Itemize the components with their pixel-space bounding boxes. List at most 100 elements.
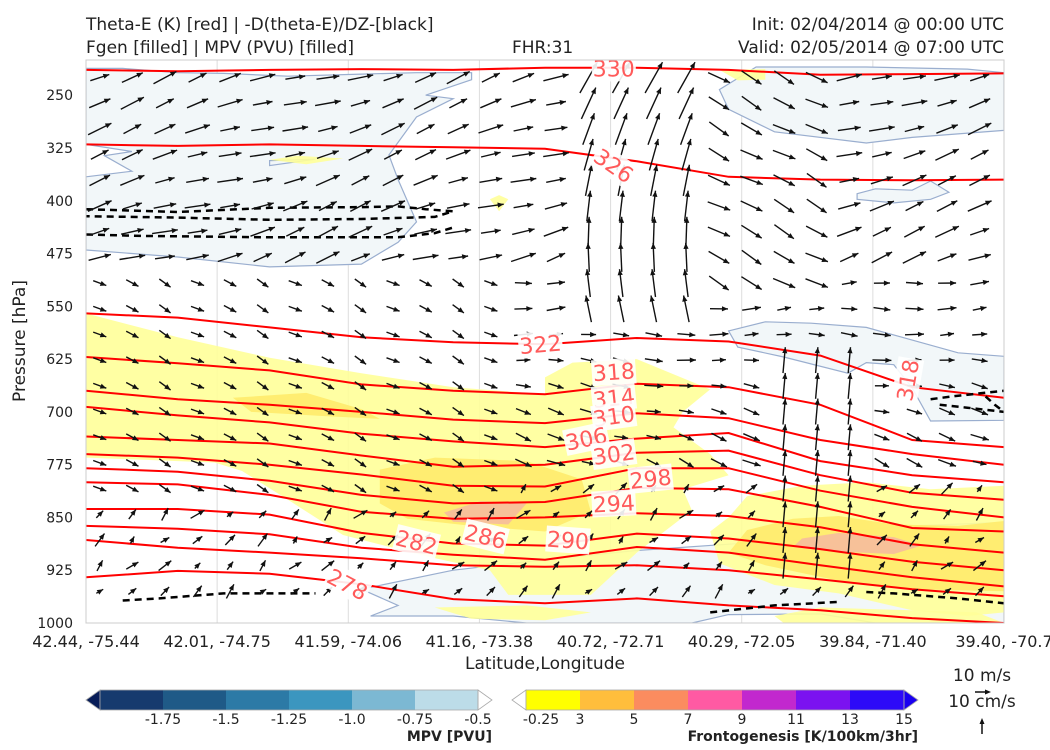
wind-vector <box>684 216 690 247</box>
wind-vector-head <box>262 281 269 288</box>
wind-vector <box>773 70 795 85</box>
wind-vector <box>547 407 565 416</box>
wind-vector-head <box>585 242 591 249</box>
wind-vector-head <box>587 533 594 540</box>
colorbar-tick-label: 13 <box>841 712 859 728</box>
wind-vector-head <box>457 410 464 416</box>
wind-vector <box>543 226 569 237</box>
wind-vector-head <box>788 154 796 160</box>
wind-vector <box>741 276 763 291</box>
wind-vector <box>125 279 139 288</box>
wind-vector-head <box>362 175 370 181</box>
wind-vector <box>872 357 892 363</box>
wind-vector <box>934 73 960 81</box>
wind-vector-head <box>269 151 276 157</box>
wind-vector-head <box>529 252 536 258</box>
theta-e-contour-314 <box>86 389 1004 466</box>
colorbar-swatch <box>580 690 635 710</box>
wind-vector-head <box>295 281 302 286</box>
wind-vector <box>386 485 400 492</box>
wind-vector <box>453 587 463 595</box>
wind-vector-head <box>916 201 924 207</box>
wind-vector <box>357 562 364 569</box>
wind-vector-head <box>948 383 955 389</box>
wind-vector <box>936 124 959 134</box>
wind-vector-head <box>390 561 396 568</box>
wind-vector-head <box>457 307 464 313</box>
wind-vector <box>814 552 820 579</box>
colorbar-extend-low <box>511 689 527 711</box>
colorbar-tick-label: 5 <box>630 712 639 728</box>
wind-vector <box>782 501 788 528</box>
wind-vector-head <box>981 410 988 415</box>
ddz-contour <box>866 590 1004 605</box>
wind-vector <box>484 305 498 312</box>
wind-vector <box>187 228 208 234</box>
wind-vector-head <box>235 151 242 157</box>
wind-vector <box>614 434 629 440</box>
wind-vector <box>876 534 888 546</box>
wind-vector-head <box>490 358 498 363</box>
theta-e-contour-298 <box>86 467 1004 533</box>
wind-vector <box>740 200 763 212</box>
wind-vector <box>316 74 340 80</box>
wind-vector <box>708 275 730 291</box>
wind-vector <box>88 253 112 261</box>
wind-vector-head <box>919 251 927 257</box>
wind-vector <box>413 96 438 110</box>
wind-vector-head <box>358 536 366 542</box>
wind-vector <box>451 561 465 570</box>
wind-vector <box>742 459 761 467</box>
theta-e-label: 322 <box>519 332 563 361</box>
wind-vector <box>584 164 594 197</box>
wind-vector-head <box>723 77 730 83</box>
wind-vector-head <box>884 227 891 233</box>
wind-vector <box>386 305 400 312</box>
wind-vector <box>681 138 692 171</box>
wind-vector <box>546 252 566 263</box>
wind-vector-head <box>651 537 659 543</box>
wind-vector <box>649 586 659 597</box>
wind-vector-head <box>201 228 208 234</box>
theta-e-label: 302 <box>591 440 636 471</box>
wind-vector <box>772 149 796 160</box>
wind-vector-head <box>919 175 927 180</box>
wind-vector-head <box>201 98 209 104</box>
wind-vector <box>160 536 170 544</box>
wind-vector-head <box>952 149 959 154</box>
wind-vector <box>291 508 300 520</box>
wind-vector-head <box>715 511 723 518</box>
wind-vector <box>351 175 370 186</box>
mpv-region <box>718 66 1004 144</box>
wind-vector <box>814 449 820 476</box>
colorbar-swatch <box>226 690 290 710</box>
wind-vector-head <box>202 253 209 259</box>
wind-vector-head <box>590 331 597 338</box>
wind-vector-head <box>461 176 468 182</box>
wind-vector <box>877 583 887 599</box>
wind-vector <box>419 407 433 416</box>
wind-vector-head <box>200 151 208 157</box>
y-tick-label: 475 <box>46 247 73 263</box>
wind-vector-head <box>855 73 862 79</box>
wind-vector-head <box>649 295 655 302</box>
theta-e-contour-310 <box>86 405 1004 484</box>
theta-e-label-background <box>590 357 637 387</box>
wind-vector <box>747 588 756 595</box>
wind-vector-head <box>103 98 111 104</box>
wind-vector-head <box>262 358 269 365</box>
wind-vector <box>836 226 862 237</box>
wind-vector <box>218 227 242 236</box>
wind-vector <box>317 225 339 238</box>
wind-vector <box>123 123 142 135</box>
wind-vector <box>220 202 241 209</box>
fgen-colorbar-title: Frontogenesis [K/100km/3hr] <box>688 729 918 745</box>
theta-e-contour-282 <box>86 539 1004 598</box>
ddz-contour <box>122 592 316 602</box>
wind-vector-head <box>552 511 560 518</box>
wind-vector <box>92 408 107 415</box>
wind-vector-head <box>852 177 860 183</box>
wind-vector <box>413 174 438 186</box>
wind-vector <box>976 484 983 493</box>
wind-vector-head <box>749 510 755 517</box>
